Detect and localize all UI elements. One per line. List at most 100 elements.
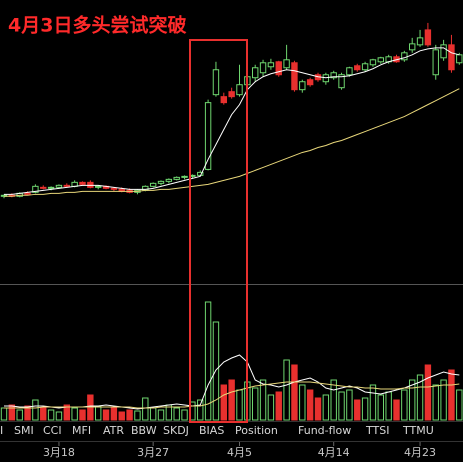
- indicator-tab[interactable]: TTSI: [365, 424, 389, 437]
- candle-body: [181, 175, 188, 178]
- candle-body: [354, 65, 361, 71]
- indicator-tab[interactable]: BBW: [131, 424, 157, 437]
- candle-body: [346, 67, 353, 76]
- candle-body: [416, 37, 424, 46]
- candle-body: [440, 44, 447, 59]
- volume-bar: [377, 394, 385, 421]
- volume-bar: [79, 409, 86, 421]
- indicator-tab[interactable]: BIAS: [199, 424, 224, 437]
- volume-bar: [299, 384, 306, 421]
- candle-body: [47, 186, 55, 189]
- candle-body: [157, 180, 165, 184]
- volume-bar: [306, 389, 314, 421]
- volume-bar: [440, 379, 447, 421]
- moving-average-line: [4, 88, 460, 197]
- indicator-tab[interactable]: Position: [235, 424, 278, 437]
- x-tick-label: 4月14: [318, 446, 350, 459]
- volume-bar: [8, 404, 16, 421]
- candle-body: [361, 63, 369, 71]
- candle-body: [306, 79, 314, 86]
- candle-body: [40, 186, 47, 189]
- candle-body: [24, 192, 31, 195]
- volume-bar: [361, 397, 369, 421]
- volume-bar: [456, 389, 463, 421]
- candle-body: [204, 102, 212, 170]
- indicator-tab[interactable]: CCI: [43, 424, 62, 437]
- volume-bar: [401, 389, 408, 421]
- candle-body: [409, 43, 416, 51]
- x-tick-label: 4月23: [404, 446, 436, 459]
- volume-bar: [409, 379, 416, 421]
- candle-body: [228, 91, 235, 98]
- candle-body: [448, 44, 455, 71]
- volume-bar: [283, 359, 290, 421]
- volume-bar: [259, 379, 267, 421]
- volume-bar: [126, 409, 133, 421]
- candle-body: [110, 187, 118, 190]
- volume-bar: [346, 389, 353, 421]
- volume-bar: [338, 391, 345, 421]
- candle-body: [259, 62, 267, 74]
- indicator-tab[interactable]: ATR: [103, 424, 124, 437]
- volume-bar: [204, 301, 212, 421]
- volume-bar: [220, 384, 228, 421]
- candle-body: [95, 185, 102, 188]
- candle-body: [173, 176, 180, 180]
- volume-bar: [393, 399, 400, 421]
- candle-body: [432, 49, 439, 76]
- candle-body: [267, 62, 275, 68]
- volume-bar: [16, 409, 23, 421]
- volume-bar: [157, 409, 165, 421]
- indicator-tab[interactable]: SKDJ: [163, 424, 189, 437]
- volume-bar: [173, 407, 180, 421]
- volume-bar: [385, 391, 392, 421]
- indicator-tab[interactable]: TTMU: [402, 424, 434, 437]
- volume-bar: [95, 405, 102, 421]
- volume-bar: [330, 379, 337, 421]
- volume-bar: [110, 407, 118, 421]
- x-tick-label: 4月5: [227, 446, 252, 459]
- candle-body: [283, 59, 290, 69]
- volume-bar: [63, 404, 70, 421]
- highlight-box: [189, 39, 248, 423]
- volume-bar: [291, 364, 298, 421]
- indicator-tab[interactable]: MFI: [72, 424, 91, 437]
- volume-bar: [55, 411, 63, 421]
- indicator-tab[interactable]: Fund-flow: [298, 424, 351, 437]
- volume-bar: [24, 405, 31, 421]
- candle-body: [236, 84, 243, 96]
- candle-body: [330, 72, 337, 79]
- volume-bar: [354, 399, 361, 421]
- candle-body: [424, 29, 432, 46]
- indicator-tab[interactable]: I: [0, 424, 3, 437]
- candle-body: [165, 178, 173, 182]
- x-axis: 3月18 3月27 4月5 4月14 4月23: [43, 442, 436, 459]
- volume-bar: [134, 410, 141, 421]
- indicator-tab[interactable]: SMI: [14, 424, 34, 437]
- price-panel: [0, 22, 463, 199]
- volume-bar: [314, 397, 322, 421]
- volume-bar: [448, 369, 455, 421]
- volume-bar: [181, 409, 188, 421]
- volume-bar: [32, 399, 39, 421]
- volume-bar: [197, 399, 204, 421]
- candle-body: [299, 81, 306, 91]
- volume-bar: [267, 394, 275, 421]
- volume-bar: [40, 407, 47, 421]
- candle-body: [377, 57, 385, 63]
- candle-body: [79, 181, 86, 185]
- volume-bar: [71, 407, 78, 421]
- volume-bar: [47, 409, 55, 421]
- candle-body: [220, 96, 228, 104]
- candle-body: [456, 54, 463, 64]
- candle-body: [252, 67, 259, 79]
- volume-panel: [0, 301, 463, 421]
- chart-title: 4月3日多头尝试突破: [8, 14, 186, 37]
- volume-bar: [275, 391, 282, 421]
- volume-bar: [142, 397, 149, 421]
- volume-bar: [149, 407, 157, 421]
- candle-body: [32, 185, 39, 193]
- volume-bar: [118, 411, 125, 421]
- volume-bar: [0, 407, 8, 421]
